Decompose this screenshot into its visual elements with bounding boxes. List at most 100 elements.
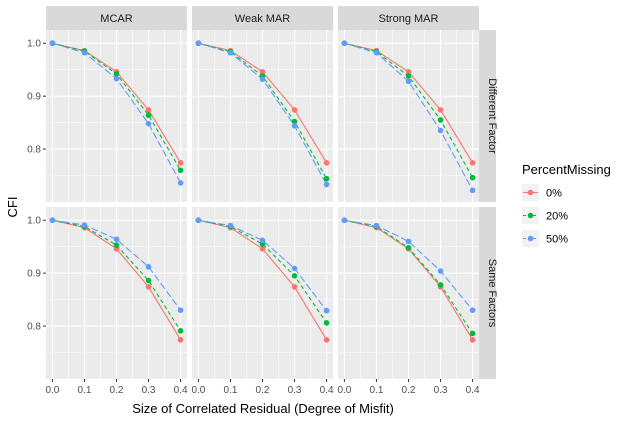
data-point <box>49 40 56 47</box>
x-axis-title: Size of Correlated Residual (Degree of M… <box>132 401 394 416</box>
data-point <box>145 277 152 284</box>
data-point <box>291 273 298 279</box>
data-point <box>145 112 152 119</box>
data-point <box>145 107 152 113</box>
data-point <box>405 238 412 245</box>
data-point <box>145 284 152 290</box>
data-point <box>177 160 184 166</box>
data-point <box>81 49 88 56</box>
data-point <box>113 75 120 82</box>
data-point <box>177 167 184 174</box>
legend-label: 0% <box>546 188 562 200</box>
legend-entry-0: 0% <box>522 184 562 201</box>
data-point <box>113 242 120 248</box>
data-point <box>195 40 202 47</box>
panel-series-1 <box>195 40 330 188</box>
data-point <box>405 78 412 85</box>
data-point <box>341 217 348 224</box>
axes-layer: 0.80.91.00.80.91.00.0 0.1 0.2 0.3 0.4 0.0 0.1 0… <box>27 39 480 396</box>
legend-label: 50% <box>546 234 568 246</box>
data-point <box>177 307 184 314</box>
x-tick-label: 0.2 <box>110 385 124 396</box>
x-tick-label: 0.3 <box>288 385 302 396</box>
y-axis-title: CFI <box>5 197 20 218</box>
legend-key-point <box>527 235 534 242</box>
data-point <box>341 40 348 47</box>
x-tick-label: 0.2 <box>402 385 416 396</box>
panel-series-3 <box>49 217 184 343</box>
x-tick-label: 0.4 <box>320 385 334 396</box>
row-strip-label: Same Factors <box>486 259 498 328</box>
legend-key-point <box>527 212 534 219</box>
row-strip-label: Different Factor <box>486 78 498 154</box>
data-point <box>437 281 444 288</box>
x-tick-label: 0.3 <box>142 385 156 396</box>
data-point <box>469 330 476 337</box>
panel-r1-c2 <box>338 207 479 379</box>
series-line-20% <box>52 219 182 332</box>
data-point <box>227 49 234 56</box>
panel-series-4 <box>195 217 330 343</box>
data-point <box>177 328 184 334</box>
data-point <box>323 175 330 182</box>
data-point <box>291 265 298 272</box>
data-point <box>177 337 184 343</box>
panel-r1-c0 <box>46 207 187 379</box>
data-point <box>469 160 476 166</box>
x-tick-label: 0.1 <box>224 385 238 396</box>
panel-series-0 <box>49 40 184 186</box>
data-point <box>437 117 444 123</box>
column-strip-label: MCAR <box>100 13 132 25</box>
y-tick-label: 1.0 <box>27 39 41 50</box>
data-point <box>405 244 412 251</box>
series-line-50% <box>52 219 182 311</box>
data-point <box>145 120 152 127</box>
series-line-20% <box>198 219 328 324</box>
data-point <box>81 222 88 228</box>
y-tick-label: 0.9 <box>27 92 41 103</box>
data-point <box>227 222 234 229</box>
x-tick-label: 0.4 <box>466 385 480 396</box>
data-point <box>259 76 266 83</box>
y-tick-label: 0.9 <box>27 269 41 280</box>
panel-r0-c1 <box>192 30 333 202</box>
legend: PercentMissing 0% 20% 50% <box>522 162 611 247</box>
series-line-50% <box>198 219 328 312</box>
data-point <box>113 71 120 77</box>
data-point <box>259 69 266 75</box>
column-strip-label: Weak MAR <box>235 13 290 25</box>
column-strip-label: Strong MAR <box>379 13 439 25</box>
column-strip-1 <box>192 6 333 30</box>
data-point <box>145 264 152 270</box>
data-point <box>405 69 412 75</box>
panel-r0-c2 <box>338 30 479 202</box>
data-point <box>437 127 444 134</box>
panel-r1-c1 <box>192 207 333 379</box>
panel-series-5 <box>341 217 476 343</box>
legend-entry-2: 50% <box>522 230 568 247</box>
y-tick-label: 0.8 <box>27 322 41 333</box>
data-point <box>469 187 476 194</box>
column-strip-0 <box>46 6 187 30</box>
data-point <box>177 180 184 186</box>
legend-entry-1: 20% <box>522 207 568 224</box>
x-tick-label: 0.3 <box>434 385 448 396</box>
data-point <box>469 337 476 343</box>
data-point <box>291 122 298 129</box>
row-strip-1 <box>474 207 496 379</box>
legend-title: PercentMissing <box>522 162 611 177</box>
data-point <box>469 307 476 314</box>
data-point <box>259 246 266 252</box>
x-tick-label: 0.4 <box>174 385 188 396</box>
x-tick-label: 0.1 <box>370 385 384 396</box>
y-tick-label: 0.8 <box>27 145 41 156</box>
data-point <box>373 49 380 56</box>
data-point <box>323 307 330 314</box>
legend-key-point <box>527 189 534 196</box>
column-strip-2 <box>338 6 479 30</box>
x-tick-label: 0.0 <box>337 385 351 396</box>
x-tick-label: 0.2 <box>256 385 270 396</box>
panels-layer: MCAR Weak MAR Strong MAR Different Factor Sa… <box>46 6 498 379</box>
data-point <box>323 320 330 326</box>
